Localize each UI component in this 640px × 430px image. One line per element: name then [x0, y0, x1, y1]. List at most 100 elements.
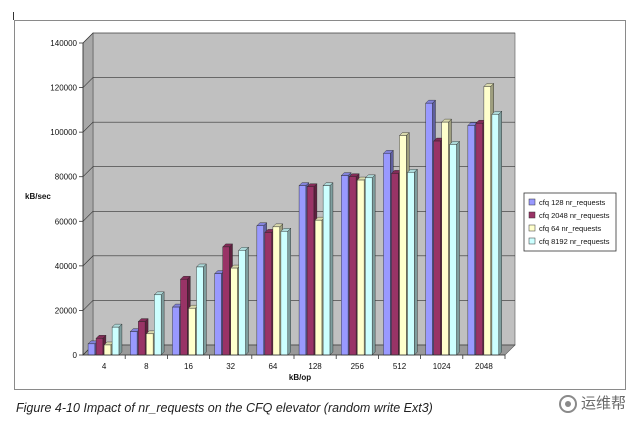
legend-swatch	[528, 211, 536, 219]
bar-side	[245, 246, 249, 356]
x-tick-label: 4	[102, 362, 107, 371]
x-tick-label: 32	[226, 362, 235, 371]
bar-side	[118, 323, 123, 356]
chart-frame: 0 20000 40000 60000 80000 100000 120000 140000 4…	[14, 20, 626, 390]
y-tick-label: 80000	[55, 173, 78, 182]
x-tick-label: 128	[308, 362, 322, 371]
gridline	[82, 32, 515, 44]
legend-box	[523, 192, 617, 252]
bar-front	[180, 279, 188, 356]
x-tick-label: 8	[144, 362, 149, 371]
bar-front	[306, 186, 315, 356]
bar-front	[130, 331, 138, 356]
legend-label: cfq 64 nr_requests	[539, 224, 601, 233]
legend-swatch	[528, 198, 536, 206]
x-tick-label: 64	[268, 362, 277, 371]
bar-front	[433, 140, 441, 356]
legend-swatch	[528, 224, 536, 232]
bar-front	[111, 326, 120, 356]
wechat-logo-icon	[558, 395, 577, 414]
bar-side	[414, 168, 418, 356]
gridline	[82, 166, 515, 177]
bar-side	[329, 182, 334, 356]
bar-front	[87, 343, 96, 356]
x-tick-label: 1024	[433, 362, 451, 371]
bar-front	[280, 231, 288, 356]
bar-front	[407, 172, 415, 356]
legend-label: cfq 128 nr_requests	[539, 198, 606, 207]
bar	[407, 168, 418, 356]
bar-front	[298, 185, 307, 356]
bar	[280, 227, 292, 356]
bar-front	[238, 250, 246, 356]
y-tick-label: 100000	[50, 128, 77, 137]
watermark: 运维帮	[558, 392, 626, 414]
bar-front	[399, 135, 407, 356]
bar-front	[172, 306, 180, 356]
bar	[153, 291, 165, 356]
gridline	[82, 121, 515, 133]
plot-side-wall	[82, 32, 94, 356]
legend-swatch	[528, 237, 536, 245]
x-tick-label: 512	[393, 362, 407, 371]
bar-front	[314, 219, 323, 356]
y-axis-title: kB/sec	[25, 192, 51, 201]
bar-front	[365, 177, 373, 356]
bar-front	[483, 86, 491, 356]
chart: 0 20000 40000 60000 80000 100000 120000 140000 4…	[25, 32, 617, 382]
bar-front	[230, 267, 238, 356]
bar-front	[256, 225, 264, 356]
bar-front	[138, 321, 146, 356]
bar	[196, 263, 207, 356]
page-edge-mark	[13, 12, 14, 20]
bar-front	[214, 273, 222, 356]
legend-label: cfq 2048 nr_requests	[539, 211, 610, 220]
bar-front	[322, 185, 331, 356]
legend-label: cfq 8192 nr_requests	[539, 237, 610, 246]
bar-marks	[87, 82, 503, 356]
gridline	[82, 77, 515, 88]
bar-front	[475, 123, 483, 356]
bar-front	[467, 125, 475, 356]
bar	[111, 323, 123, 356]
y-tick-label: 120000	[50, 84, 77, 93]
bar	[322, 182, 334, 356]
x-tick-label: 256	[351, 362, 365, 371]
bar-front	[188, 308, 196, 356]
watermark-text: 运维帮	[580, 395, 626, 412]
y-tick-label: 40000	[55, 262, 78, 271]
bar-front	[349, 176, 357, 356]
bar-front	[449, 144, 457, 356]
x-tick-label: 2048	[475, 362, 493, 371]
figure-caption: Figure 4-10 Impact of nr_requests on the…	[16, 401, 433, 415]
axes: 0 20000 40000 60000 80000 100000 120000 140000 4…	[50, 39, 506, 371]
bar-front	[146, 333, 154, 356]
bar	[449, 140, 461, 356]
bar-side	[287, 227, 291, 356]
bar-front	[441, 121, 449, 356]
bar-front	[383, 153, 391, 356]
bar-front	[357, 179, 365, 356]
x-axis-title: kB/op	[289, 373, 311, 382]
bar-side	[203, 263, 207, 356]
bar	[238, 246, 250, 356]
bar-front	[95, 338, 104, 356]
y-tick-label: 20000	[55, 306, 78, 315]
y-tick-label: 0	[73, 351, 78, 360]
bar-front	[264, 232, 272, 356]
bar-side	[456, 140, 460, 356]
y-tick-label: 140000	[50, 39, 77, 48]
bar	[491, 110, 503, 356]
x-tick-label: 16	[184, 362, 193, 371]
bar-side	[160, 291, 165, 356]
bar-front	[341, 175, 349, 356]
bar-front	[272, 226, 280, 356]
bar-front	[491, 114, 499, 356]
bar-front	[425, 102, 433, 356]
bar-front	[391, 173, 399, 356]
bar	[364, 174, 376, 356]
bar-front	[154, 294, 162, 356]
bar-front	[103, 344, 112, 356]
bar-front	[222, 246, 230, 356]
bar-front	[196, 266, 204, 356]
